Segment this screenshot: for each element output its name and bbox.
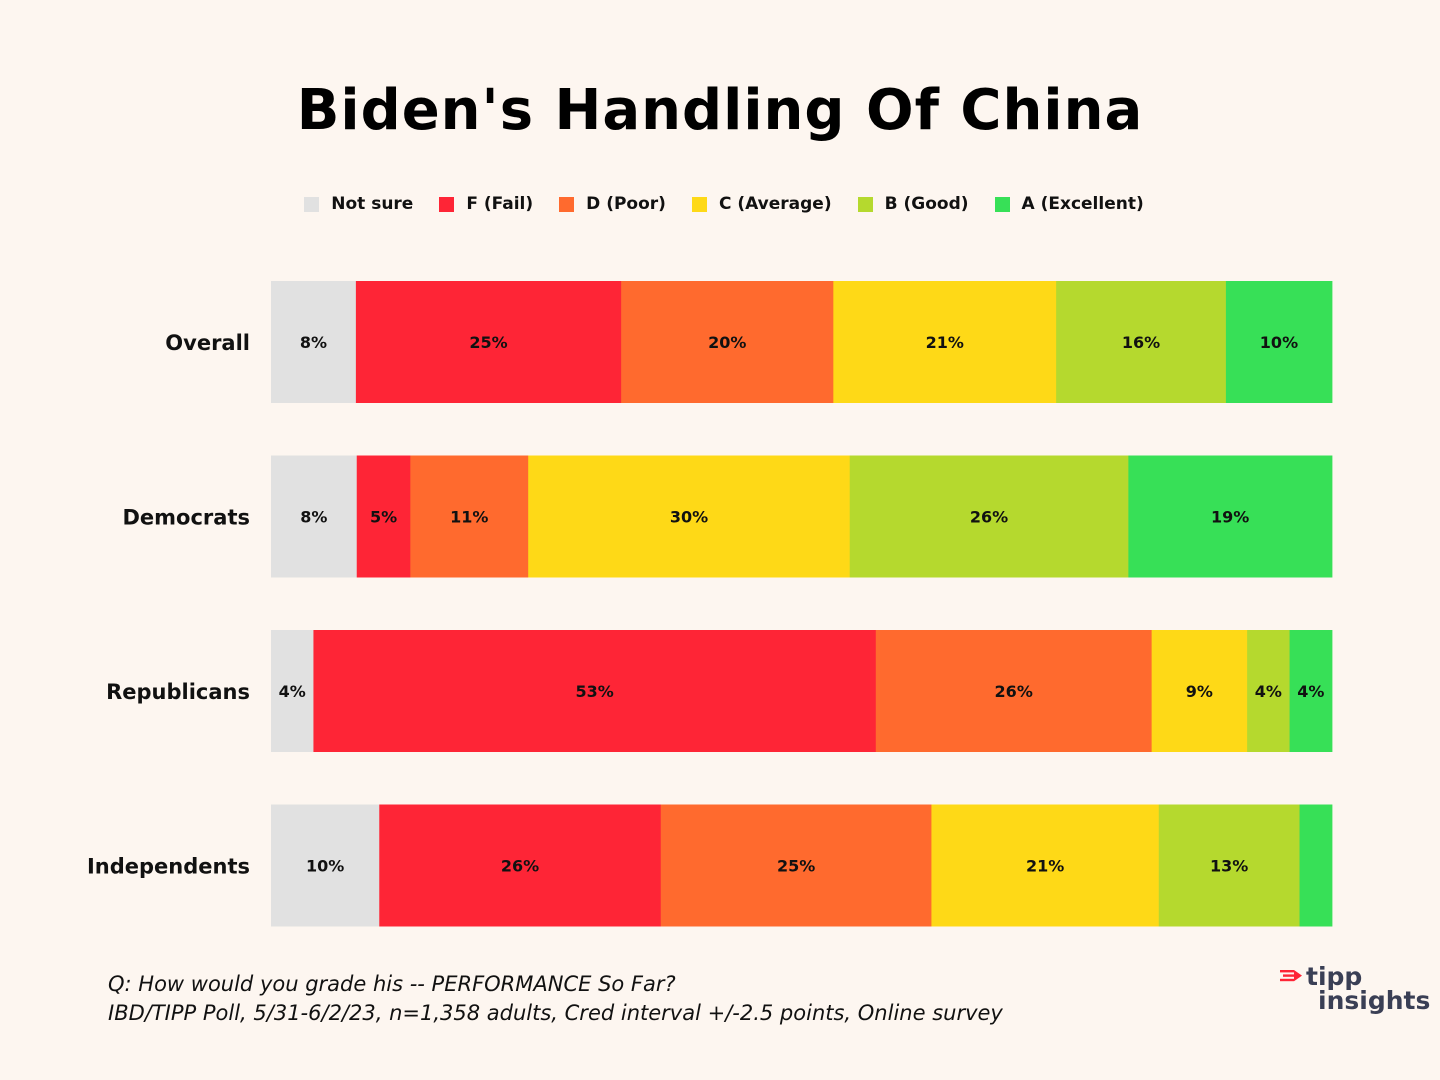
data-label-independents-d-poor: 25% (777, 857, 815, 876)
bar-segment-republicans-a-excellent (1289, 630, 1333, 752)
legend-item-f-fail: F (Fail) (431, 194, 533, 214)
bar-segment-republicans-not-sure (271, 630, 314, 752)
category-label-independents: Independents (87, 855, 250, 879)
legend-item-not-sure: Not sure (296, 194, 413, 214)
legend-label-d-poor: D (Poor) (586, 194, 666, 214)
data-label-republicans-not-sure: 4% (279, 682, 306, 701)
chart-title: Biden's Handling Of China (296, 78, 1144, 143)
bar-segment-overall-not-sure (271, 281, 357, 403)
footnote-source: IBD/TIPP Poll, 5/31-6/2/23, n=1,358 adul… (108, 1001, 1003, 1025)
bar-segment-independents-a-excellent (1299, 804, 1333, 927)
data-label-republicans-f-fail: 53% (575, 682, 613, 701)
bar-segment-democrats-a-excellent (1128, 455, 1333, 578)
bar-segment-independents-f-fail (379, 804, 662, 927)
bar-segment-democrats-f-fail (356, 455, 411, 578)
bar-segment-overall-d-poor (621, 281, 834, 403)
legend-swatch-c-average (691, 196, 707, 212)
legend-item-d-poor: D (Poor) (551, 194, 666, 214)
bar-segment-independents-d-poor (660, 804, 932, 927)
bar-segment-democrats-c-average (528, 455, 851, 578)
bar-segment-overall-f-fail (355, 281, 622, 403)
data-label-democrats-d-poor: 11% (450, 508, 488, 527)
legend-item-c-average: C (Average) (684, 194, 832, 214)
bar-segment-republicans-c-average (1151, 630, 1248, 752)
data-label-republicans-c-average: 9% (1186, 682, 1213, 701)
data-label-overall-a-excellent: 10% (1260, 333, 1298, 352)
bar-segment-independents-not-sure (271, 804, 380, 927)
legend-swatch-b-good (857, 196, 873, 212)
footnote: Q: How would you grade his -- PERFORMANC… (108, 970, 1003, 1028)
data-label-overall-not-sure: 8% (300, 333, 327, 352)
footnote-question: Q: How would you grade his -- PERFORMANC… (108, 972, 676, 996)
category-label-overall: Overall (165, 331, 250, 355)
bar-segment-overall-b-good (1056, 281, 1227, 403)
data-label-republicans-d-poor: 26% (995, 682, 1033, 701)
data-label-democrats-f-fail: 5% (370, 508, 397, 527)
legend-swatch-d-poor (559, 196, 575, 212)
data-label-democrats-b-good: 26% (970, 508, 1008, 527)
bar-segment-independents-c-average (931, 804, 1160, 927)
data-label-independents-c-average: 21% (1026, 857, 1064, 876)
logo-line-tipp: tipp (1306, 962, 1363, 991)
category-label-democrats: Democrats (123, 506, 251, 530)
bar-segment-democrats-d-poor (410, 455, 529, 578)
data-label-democrats-not-sure: 8% (300, 508, 327, 527)
tipp-insights-logo: tipp insights (1280, 964, 1430, 1020)
bar-segment-independents-b-good (1158, 804, 1300, 927)
legend-swatch-not-sure (304, 196, 320, 212)
legend-label-a-excellent: A (Excellent) (1021, 194, 1144, 214)
data-label-independents-not-sure: 10% (306, 857, 344, 876)
data-label-overall-b-good: 16% (1122, 333, 1160, 352)
legend-label-f-fail: F (Fail) (466, 194, 534, 214)
data-label-democrats-a-excellent: 19% (1211, 508, 1249, 527)
legend-item-b-good: B (Good) (850, 194, 969, 214)
legend-label-b-good: B (Good) (884, 194, 969, 214)
data-label-overall-d-poor: 20% (708, 333, 746, 352)
bar-segment-overall-c-average (833, 281, 1057, 403)
data-label-independents-f-fail: 26% (501, 857, 539, 876)
bar-segment-republicans-f-fail (313, 630, 877, 752)
data-label-independents-b-good: 13% (1210, 857, 1248, 876)
legend-label-not-sure: Not sure (331, 194, 414, 214)
tipp-flag-icon (1280, 970, 1302, 982)
category-label-republicans: Republicans (106, 680, 250, 704)
logo-line-insights: insights (1318, 986, 1431, 1015)
data-label-democrats-c-average: 30% (670, 508, 708, 527)
data-label-overall-f-fail: 25% (469, 333, 507, 352)
legend-swatch-a-excellent (994, 196, 1010, 212)
legend-item-a-excellent: A (Excellent) (987, 194, 1144, 214)
bar-segment-republicans-b-good (1247, 630, 1290, 752)
chart-legend: Not sure F (Fail) D (Poor) C (Average) B (Go… (0, 194, 1440, 214)
bar-segment-democrats-b-good (849, 455, 1129, 578)
legend-label-c-average: C (Average) (718, 194, 832, 214)
bar-segment-overall-a-excellent (1225, 281, 1333, 403)
legend-swatch-f-fail (439, 196, 455, 212)
bar-segment-republicans-d-poor (875, 630, 1153, 752)
data-label-overall-c-average: 21% (926, 333, 964, 352)
data-label-republicans-b-good: 4% (1255, 682, 1282, 701)
bar-segment-democrats-not-sure (271, 455, 358, 578)
data-label-republicans-a-excellent: 4% (1297, 682, 1324, 701)
